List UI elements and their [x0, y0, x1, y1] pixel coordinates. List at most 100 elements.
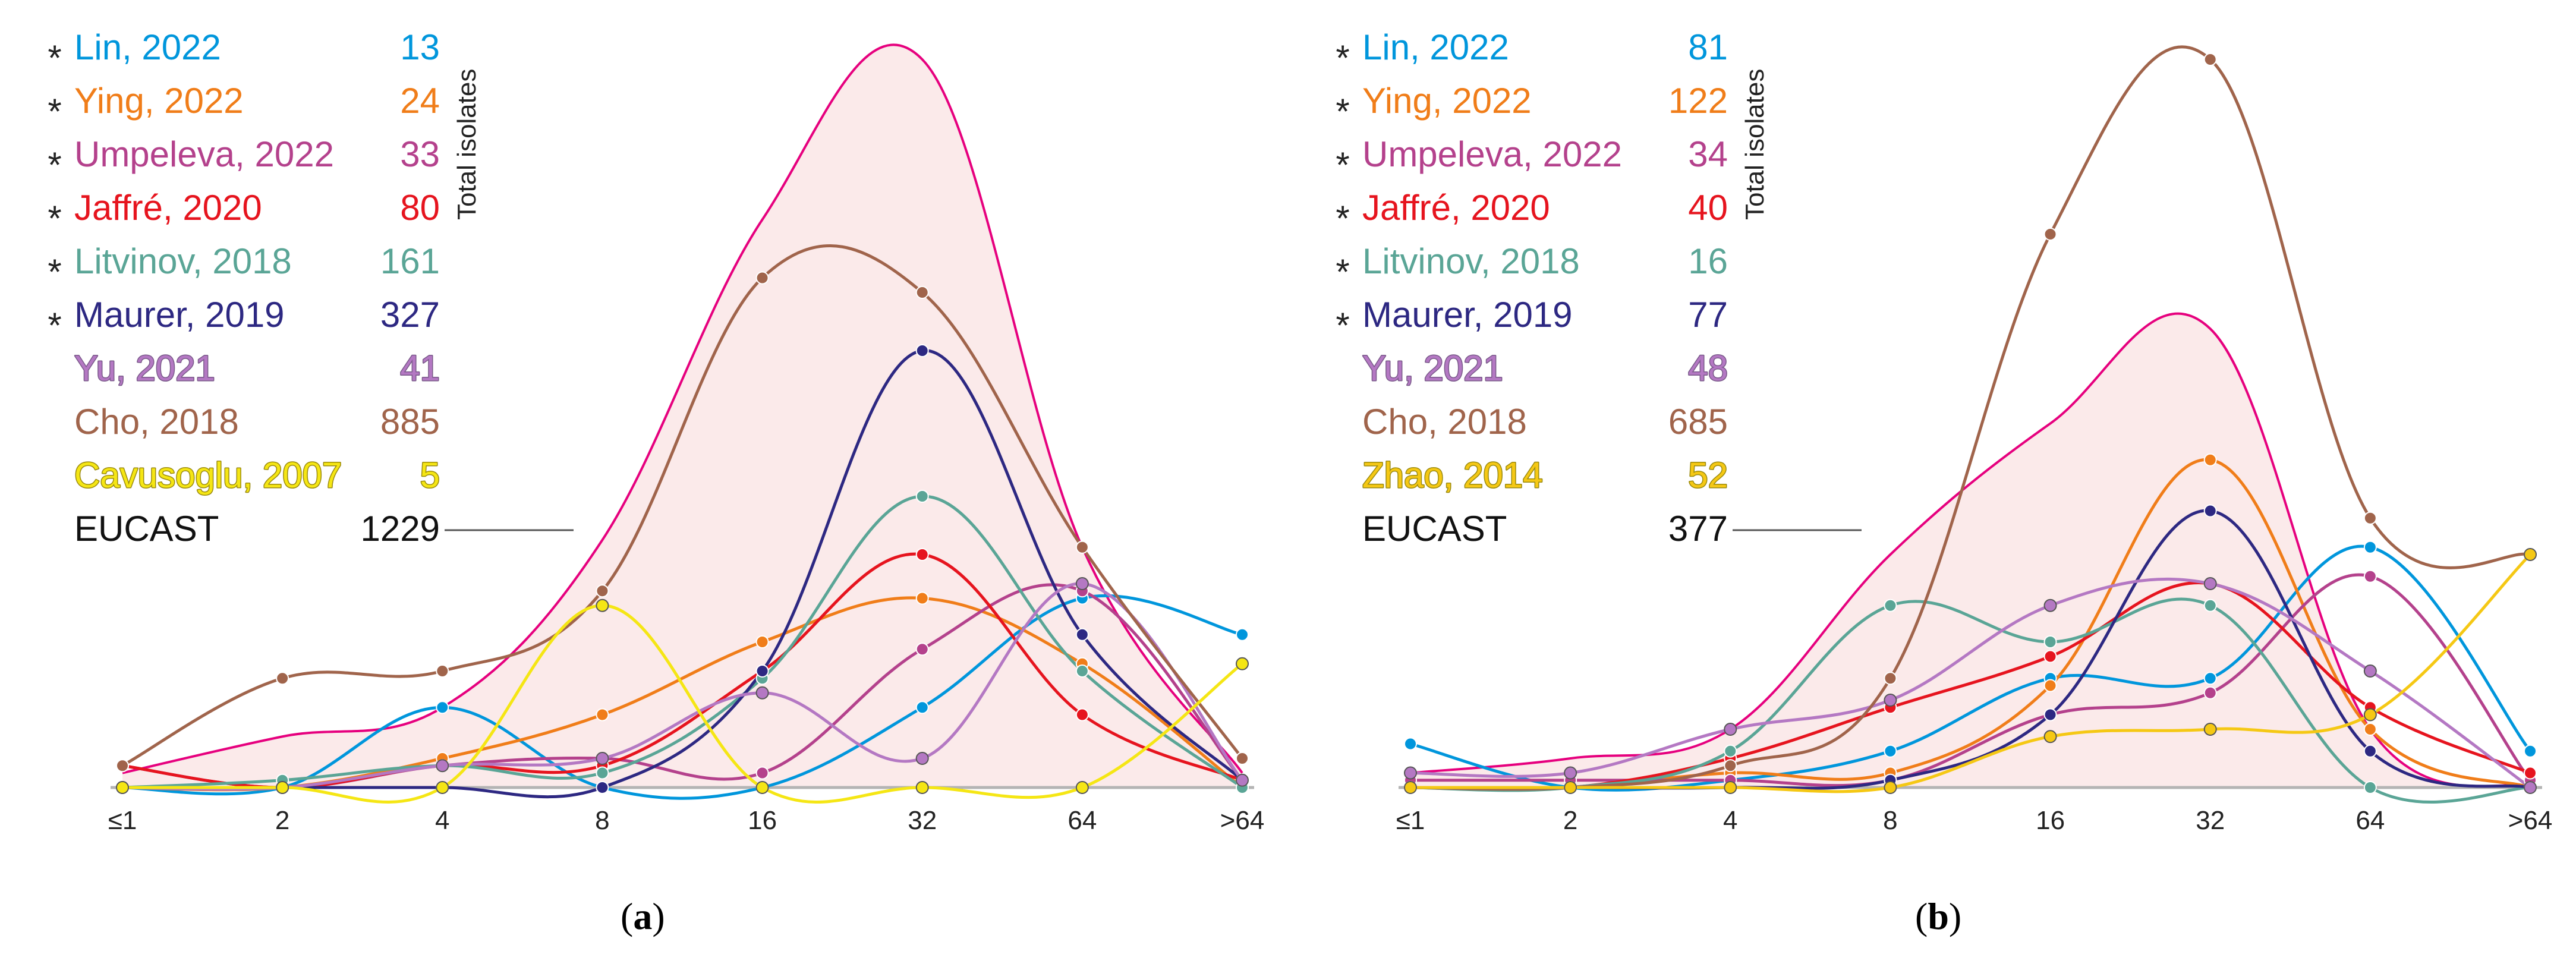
x-tick-label: 64 — [2355, 806, 2385, 835]
data-point-8-3 — [596, 599, 609, 612]
data-point-0-7 — [2524, 744, 2537, 758]
x-tick-label: 2 — [1563, 806, 1577, 835]
legend-label-3: Jaffré, 2020 — [1362, 188, 1550, 228]
data-point-5-6 — [1075, 628, 1089, 641]
legend-star: * — [48, 38, 61, 78]
legend-star: * — [48, 92, 61, 131]
data-point-7-1 — [276, 672, 289, 685]
data-point-7-4 — [2043, 228, 2057, 241]
legend-label-4: Litvinov, 2018 — [1362, 241, 1580, 281]
data-point-4-6 — [2363, 781, 2377, 794]
legend-total-4: 161 — [380, 241, 440, 281]
legend-label-8: Cavusoglu, 2007 — [74, 455, 342, 495]
data-point-8-5 — [915, 781, 929, 794]
caption-b: (b) — [1915, 895, 1962, 937]
data-point-8-0 — [1404, 781, 1417, 794]
data-point-8-1 — [1564, 781, 1577, 794]
data-point-4-3 — [1884, 599, 1897, 612]
data-point-7-6 — [2363, 511, 2377, 525]
legend-star: * — [48, 199, 61, 238]
data-point-7-5 — [915, 286, 929, 299]
legend-label-4: Litvinov, 2018 — [74, 241, 292, 281]
data-point-5-4 — [2043, 708, 2057, 722]
chart-a: ≤1 2 4 8 16 32 64 >64* Lin, 2022 13* Ying, 2022 24*… — [24, 27, 1272, 856]
legend-star: * — [48, 252, 61, 292]
data-point-0-3 — [1884, 744, 1897, 758]
x-tick-label: ≤1 — [108, 806, 137, 835]
data-point-8-5 — [2203, 723, 2217, 736]
data-point-1-4 — [755, 635, 769, 648]
caption-a: (a) — [621, 895, 665, 937]
legend-label-1: Ying, 2022 — [1362, 81, 1532, 121]
data-point-0-7 — [1236, 628, 1249, 641]
legend-label-3: Jaffré, 2020 — [74, 188, 262, 228]
legend-label-7: Cho, 2018 — [1362, 402, 1527, 442]
legend-total-1: 24 — [400, 81, 440, 121]
data-point-8-3 — [1884, 781, 1897, 794]
legend-total-8: 52 — [1688, 455, 1728, 495]
x-tick-label: 16 — [748, 806, 777, 835]
data-point-5-5 — [2203, 504, 2217, 518]
legend-label-2: Umpeleva, 2022 — [74, 134, 334, 174]
legend-label-1: Ying, 2022 — [74, 81, 244, 121]
x-tick-label: >64 — [2508, 806, 2553, 835]
legend-total-6: 48 — [1688, 348, 1728, 388]
legend-total-7: 885 — [380, 402, 440, 442]
eucast-envelope-fill — [1410, 313, 2530, 788]
legend-total-3: 40 — [1688, 188, 1728, 228]
data-point-8-6 — [2363, 708, 2377, 722]
legend-total-3: 80 — [400, 188, 440, 228]
x-tick-label: 8 — [595, 806, 609, 835]
data-point-7-3 — [596, 584, 609, 598]
legend-total-5: 77 — [1688, 295, 1728, 335]
data-point-0-5 — [2203, 672, 2217, 685]
data-point-1-4 — [2043, 679, 2057, 692]
legend-total-9: 377 — [1668, 509, 1728, 549]
data-point-6-0 — [1404, 766, 1417, 780]
legend-total-4: 16 — [1688, 241, 1728, 281]
data-point-6-6 — [2363, 664, 2377, 678]
data-point-4-5 — [2203, 599, 2217, 612]
data-point-4-3 — [596, 766, 609, 780]
data-point-8-7 — [1236, 657, 1249, 670]
legend-label-7: Cho, 2018 — [74, 402, 239, 442]
legend-total-5: 327 — [380, 295, 440, 335]
series-line-8 — [122, 604, 1243, 804]
legend-label-6: Yu, 2021 — [74, 348, 215, 388]
data-point-6-5 — [2203, 577, 2217, 590]
data-point-8-1 — [276, 781, 289, 794]
data-point-6-1 — [1564, 766, 1577, 780]
data-point-4-4 — [2043, 635, 2057, 648]
legend-total-2: 33 — [400, 134, 440, 174]
eucast-envelope-line — [1410, 312, 2531, 789]
data-point-3-6 — [1075, 708, 1089, 722]
data-point-7-6 — [1075, 540, 1089, 554]
legend-total-2: 34 — [1688, 134, 1728, 174]
data-point-8-7 — [2524, 548, 2537, 561]
data-point-7-2 — [436, 664, 449, 678]
panel-b: ≤1 2 4 8 16 32 64 >64 * Lin, 2022 81 * Ying, 2022 122… — [1288, 0, 2576, 967]
x-tick-label: 2 — [275, 806, 289, 835]
data-point-8-2 — [436, 781, 449, 794]
data-point-7-4 — [755, 271, 769, 285]
x-tick-label: 4 — [435, 806, 449, 835]
series-line-4 — [122, 494, 1243, 789]
data-point-8-0 — [116, 781, 129, 794]
data-point-1-3 — [596, 708, 609, 722]
legend-label-8: Zhao, 2014 — [1362, 455, 1543, 495]
legend-label-6: Yu, 2021 — [1362, 348, 1503, 388]
legend-star: * — [1336, 38, 1349, 78]
legend-total-6: 41 — [400, 348, 440, 388]
legend-star: * — [1336, 199, 1349, 238]
x-tick-label: 16 — [2036, 806, 2065, 835]
total-isolates-label: Total isolates — [452, 69, 481, 220]
data-point-6-3 — [1884, 694, 1897, 707]
legend-star: * — [1336, 92, 1349, 131]
legend-label-5: Maurer, 2019 — [74, 295, 285, 335]
data-point-3-7 — [2524, 766, 2537, 780]
data-point-6-3 — [596, 752, 609, 765]
legend-total-1: 122 — [1668, 81, 1728, 121]
data-point-2-5 — [2203, 686, 2217, 700]
legend-total-0: 81 — [1688, 27, 1728, 67]
data-point-2-6 — [2363, 569, 2377, 583]
